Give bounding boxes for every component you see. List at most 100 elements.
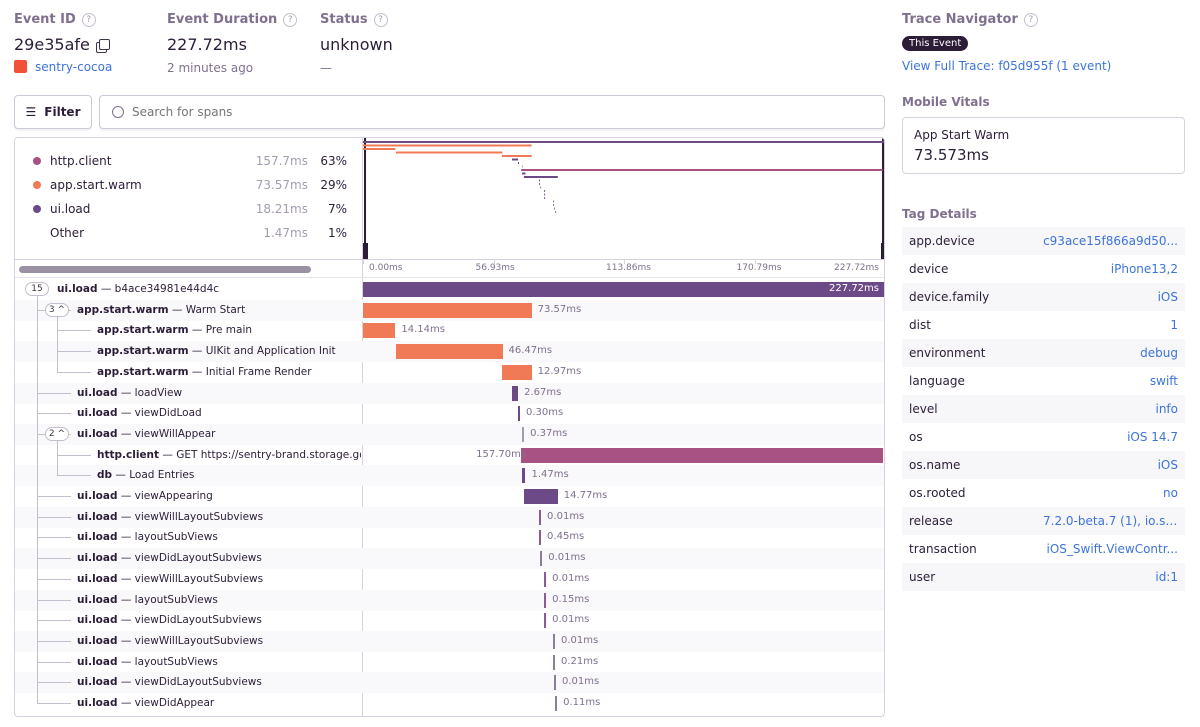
view-full-trace-link[interactable]: View Full Trace: f05d955f (1 event): [902, 59, 1112, 73]
span-bar[interactable]: [553, 675, 556, 691]
span-row[interactable]: ui.load — layoutSubViews 0.45ms: [15, 527, 884, 548]
legend-op: http.client: [50, 154, 112, 168]
span-bar[interactable]: [540, 551, 543, 567]
span-bar[interactable]: [544, 592, 547, 608]
filter-button[interactable]: ☰ Filter: [14, 95, 92, 129]
span-bar[interactable]: [501, 364, 532, 380]
tree-line: [57, 440, 58, 476]
minimap[interactable]: [363, 138, 885, 260]
span-bar[interactable]: [553, 633, 556, 649]
span-title: http.client — GET https://sentry-brand.s…: [97, 449, 361, 461]
span-bar[interactable]: [544, 613, 547, 629]
span-bar[interactable]: [523, 489, 558, 504]
tag-value-link[interactable]: id:1: [1155, 570, 1178, 584]
span-row[interactable]: 15 ui.load — b4ace34981e44d4c 227.72ms: [15, 279, 884, 300]
span-bar[interactable]: [544, 571, 547, 587]
span-row[interactable]: app.start.warm — UIKit and Application I…: [15, 341, 884, 363]
span-row[interactable]: ui.load — viewDidLayoutSubviews 0.01ms: [15, 672, 884, 694]
span-row[interactable]: ui.load — viewDidLayoutSubviews 0.01ms: [15, 610, 884, 631]
minimap-span: [523, 176, 558, 178]
tag-value-link[interactable]: iOS: [1157, 458, 1178, 472]
span-duration: 2.67ms: [524, 386, 562, 398]
span-op: http.client: [97, 448, 160, 461]
help-icon[interactable]: ?: [1023, 13, 1038, 27]
span-row[interactable]: http.client — GET https://sentry-brand.s…: [15, 445, 884, 466]
horizontal-scrollbar[interactable]: [19, 266, 311, 273]
tag-value-link[interactable]: no: [1163, 486, 1178, 500]
span-bar[interactable]: [522, 468, 526, 484]
span-bar[interactable]: [539, 509, 542, 525]
vital-value: 73.573ms: [914, 146, 989, 164]
tag-key: device: [909, 262, 949, 276]
span-bar[interactable]: [517, 406, 520, 422]
children-toggle[interactable]: 15: [25, 282, 49, 296]
span-title: ui.load — viewDidLayoutSubviews: [77, 552, 262, 565]
span-bar[interactable]: [555, 696, 558, 711]
span-bar[interactable]: [396, 344, 503, 360]
span-row[interactable]: 2 ^ ui.load — viewWillAppear 0.37ms: [15, 423, 884, 445]
span-row[interactable]: ui.load — viewDidLoad 0.30ms: [15, 403, 884, 424]
tag-value-link[interactable]: iOS 14.7: [1127, 430, 1178, 444]
span-row[interactable]: ui.load — viewDidLayoutSubviews 0.01ms: [15, 548, 884, 570]
span-bar[interactable]: [521, 447, 883, 463]
span-bar[interactable]: [522, 426, 525, 442]
legend-duration: 157.7ms: [255, 154, 308, 168]
legend-duration: 73.57ms: [255, 178, 308, 192]
span-bar[interactable]: [363, 302, 532, 318]
help-icon[interactable]: ?: [81, 13, 96, 27]
tag-value-link[interactable]: debug: [1140, 346, 1178, 360]
children-toggle[interactable]: 2 ^: [45, 426, 69, 441]
span-title: ui.load — viewWillAppear: [77, 427, 216, 440]
span-bar[interactable]: [511, 385, 519, 401]
span-row[interactable]: app.start.warm — Initial Frame Render 12.…: [15, 362, 884, 383]
tag-value-link[interactable]: info: [1155, 402, 1178, 416]
span-duration: 157.70ms: [476, 448, 527, 460]
span-bar[interactable]: [363, 323, 396, 339]
span-description: viewDidLayoutSubviews: [134, 676, 262, 689]
span-row[interactable]: ui.load — layoutSubViews 0.15ms: [15, 589, 884, 611]
span-duration: 12.97ms: [537, 365, 582, 377]
help-icon[interactable]: ?: [373, 13, 388, 27]
help-icon[interactable]: ?: [283, 13, 298, 27]
span-row[interactable]: db — Load Entries 1.47ms: [15, 465, 884, 487]
project-link[interactable]: sentry-cocoa: [35, 60, 113, 74]
span-search[interactable]: [99, 95, 885, 129]
minimap-right-handle[interactable]: [881, 243, 884, 259]
tag-value-link[interactable]: swift: [1149, 374, 1178, 388]
span-row[interactable]: ui.load — viewWillLayoutSubviews 0.01ms: [15, 630, 884, 652]
span-title: ui.load — viewWillLayoutSubviews: [77, 634, 264, 647]
span-bar[interactable]: [553, 654, 556, 670]
children-toggle[interactable]: 3 ^: [45, 302, 69, 317]
tag-key: transaction: [909, 542, 977, 556]
span-bar[interactable]: [539, 530, 542, 546]
span-row[interactable]: 3 ^ app.start.warm — Warm Start 73.57ms: [15, 299, 884, 321]
axis-tick-mark: [754, 260, 756, 264]
span-row[interactable]: ui.load — viewWillLayoutSubviews 0.01ms: [15, 506, 884, 528]
tag-row: os.name iOS: [902, 451, 1185, 479]
tree-connector: [37, 599, 71, 601]
swift-platform-icon: [14, 60, 27, 73]
span-duration: 227.72ms: [829, 283, 879, 294]
legend-percent: 29%: [320, 178, 347, 192]
tag-value-link[interactable]: 1: [1170, 318, 1178, 332]
span-row[interactable]: ui.load — loadView 2.67ms: [15, 382, 884, 404]
tag-value-link[interactable]: 7.2.0-beta.7 (1), io.se...: [1043, 514, 1178, 528]
tag-value-link[interactable]: c93ace15f866a9d50...: [1043, 234, 1178, 248]
span-row[interactable]: app.start.warm — Pre main 14.14ms: [15, 320, 884, 341]
tag-value-link[interactable]: iOS: [1157, 290, 1178, 304]
copy-icon[interactable]: [98, 39, 110, 50]
tree-connector: [57, 330, 91, 332]
span-bar[interactable]: [363, 282, 884, 297]
span-description: layoutSubViews: [134, 531, 218, 544]
tag-value-link[interactable]: iPhone13,2: [1110, 262, 1178, 276]
span-row[interactable]: ui.load — viewWillLayoutSubviews 0.01ms: [15, 569, 884, 590]
minimap-left-handle[interactable]: [363, 243, 368, 259]
tag-row: dist 1: [902, 311, 1185, 339]
span-row[interactable]: ui.load — viewAppearing 14.77ms: [15, 486, 884, 507]
tag-row: language swift: [902, 367, 1185, 395]
span-duration: 0.01ms: [547, 510, 585, 522]
tag-value-link[interactable]: iOS_Swift.ViewContr...: [1046, 542, 1178, 556]
span-row[interactable]: ui.load — viewDidAppear 0.11ms: [15, 693, 884, 714]
span-row[interactable]: ui.load — layoutSubViews 0.21ms: [15, 652, 884, 673]
search-input[interactable]: [132, 105, 832, 119]
